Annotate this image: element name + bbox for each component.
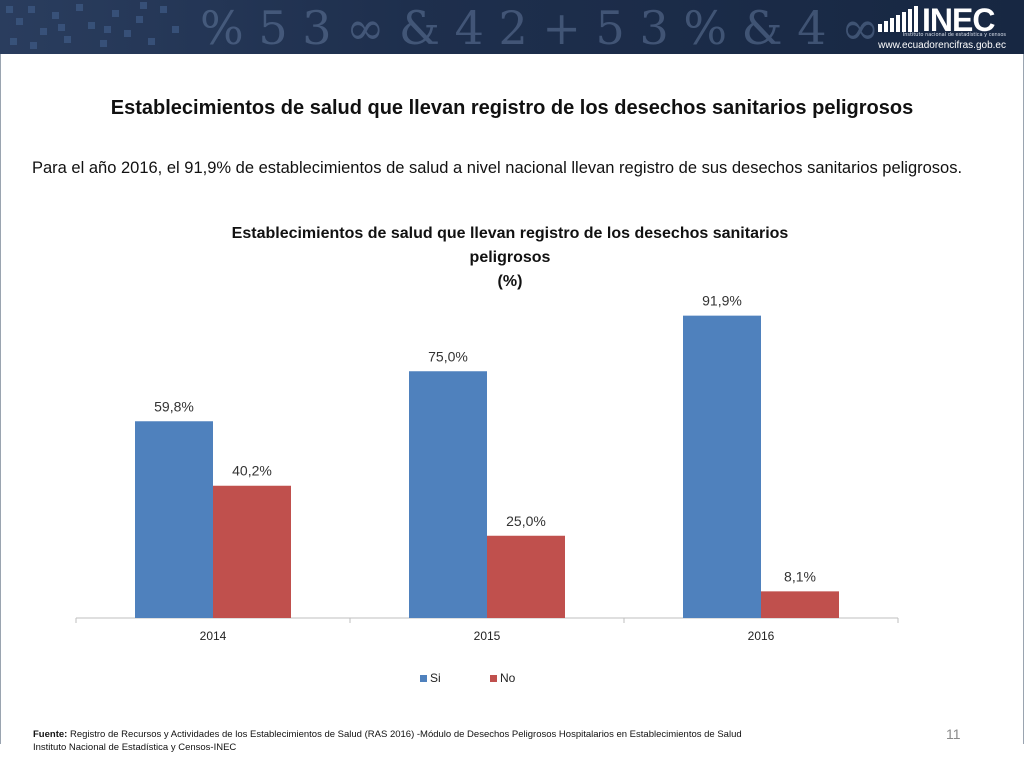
- left-border: [0, 54, 1, 744]
- header-banner: % 5 3 ∞ & 4 2 + 5 3 % & 4 ∞ 5 3 2 & 4 IN…: [0, 0, 1024, 54]
- data-label-si-2014: 59,8%: [154, 398, 194, 414]
- logo-subtitle: Instituto nacional de estadística y cens…: [902, 32, 1006, 38]
- x-tick-label-2014: 2014: [200, 629, 227, 643]
- source-text: Registro de Recursos y Actividades de lo…: [67, 729, 742, 740]
- legend-swatch-no: [490, 675, 497, 682]
- banner-decoration: % 5 3 ∞ & 4 2 + 5 3 % & 4 ∞ 5 3 2 & 4: [6, 1, 880, 54]
- intro-paragraph: Para el año 2016, el 91,9% de establecim…: [32, 159, 963, 177]
- legend-swatch-si: [420, 675, 427, 682]
- bar-no-2015: [487, 535, 565, 618]
- inec-logo: INEC Instituto nacional de estadística y…: [876, 2, 1006, 51]
- page-number: 11: [946, 726, 961, 742]
- x-tick-label-2015: 2015: [474, 629, 501, 643]
- bar-no-2014: [213, 485, 291, 618]
- data-label-si-2015: 75,0%: [428, 348, 468, 364]
- logo-text: INEC: [922, 2, 995, 38]
- chart-title-line-2: peligrosos: [469, 249, 551, 266]
- chart-title: Establecimientos de salud que llevan reg…: [160, 222, 860, 294]
- svg-text:% 5 3 ∞ & 4 2 + 5 3 % & 4 ∞ 5: % 5 3 ∞ & 4 2 + 5 3 % & 4 ∞ 5 3 2 & 4: [200, 1, 880, 54]
- bar-si-2014: [135, 421, 213, 618]
- legend-label-si: Si: [430, 671, 441, 685]
- data-label-si-2016: 91,9%: [702, 293, 742, 309]
- website-link[interactable]: www.ecuadorencifras.gob.ec: [878, 40, 1006, 51]
- data-label-no-2015: 25,0%: [506, 513, 546, 529]
- slide-title: Establecimientos de salud que llevan reg…: [110, 97, 914, 119]
- bar-no-2016: [761, 591, 839, 618]
- chart-title-line-3: (%): [497, 273, 523, 290]
- institution-text: Instituto Nacional de Estadística y Cens…: [33, 742, 237, 753]
- legend-label-no: No: [500, 671, 516, 685]
- bar-si-2016: [683, 315, 761, 618]
- x-tick-label-2016: 2016: [748, 629, 775, 643]
- source-label: Fuente:: [33, 729, 68, 740]
- chart-title-line-1: Establecimientos de salud que llevan reg…: [231, 225, 789, 242]
- data-label-no-2016: 8,1%: [784, 568, 816, 584]
- data-label-no-2014: 40,2%: [232, 463, 272, 479]
- footer-source: Fuente: Registro de Recursos y Actividad…: [33, 728, 742, 754]
- bar-si-2015: [409, 371, 487, 618]
- logo-bars-icon: [878, 6, 918, 32]
